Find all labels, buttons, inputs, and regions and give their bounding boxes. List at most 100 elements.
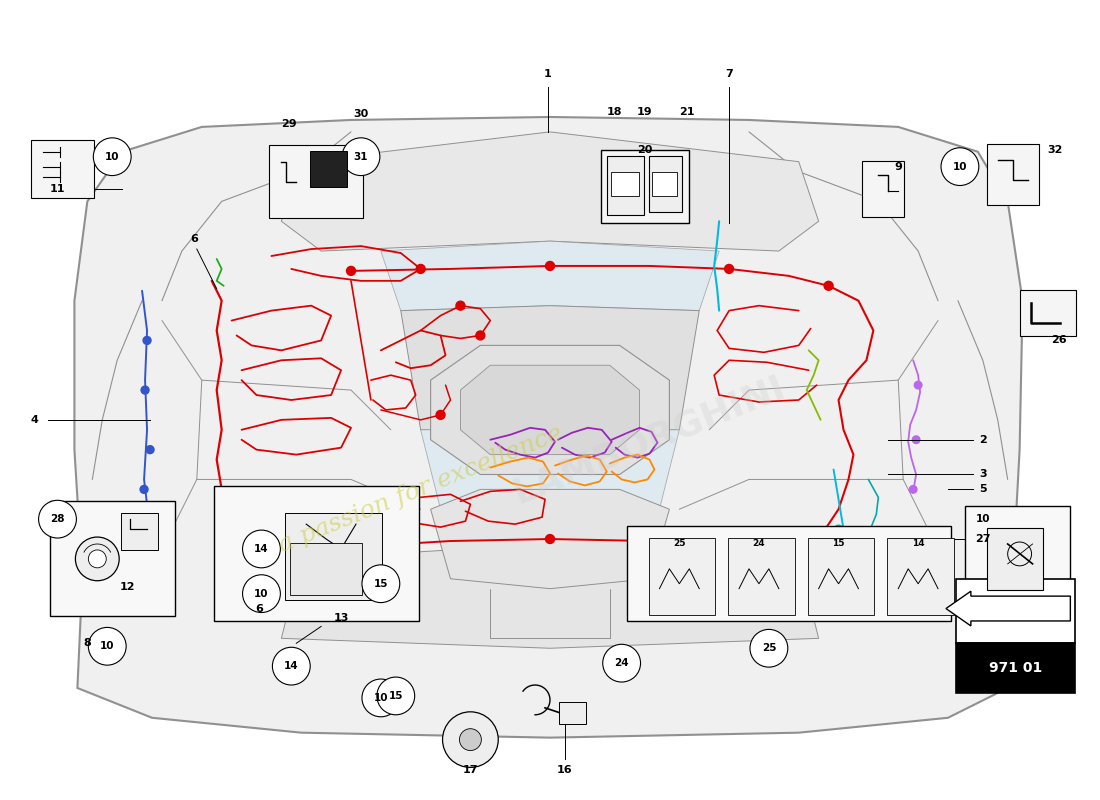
Circle shape: [88, 550, 107, 568]
Circle shape: [342, 138, 380, 175]
FancyBboxPatch shape: [862, 161, 904, 218]
Circle shape: [815, 574, 823, 582]
Text: 971 01: 971 01: [989, 661, 1043, 675]
Text: 24: 24: [614, 658, 629, 668]
Text: 14: 14: [912, 539, 924, 549]
Circle shape: [914, 382, 922, 389]
Text: 14: 14: [254, 544, 268, 554]
Circle shape: [774, 594, 783, 602]
Polygon shape: [420, 425, 680, 514]
Text: 4: 4: [31, 415, 38, 425]
Text: 26: 26: [1052, 335, 1067, 346]
Circle shape: [436, 410, 446, 419]
Text: 15: 15: [388, 691, 403, 701]
Text: 15: 15: [374, 578, 388, 589]
FancyBboxPatch shape: [807, 538, 874, 614]
FancyBboxPatch shape: [213, 486, 419, 622]
Text: 12: 12: [120, 582, 135, 592]
Circle shape: [476, 331, 485, 340]
Text: 3: 3: [979, 470, 987, 479]
Circle shape: [725, 265, 734, 274]
Text: 32: 32: [1047, 145, 1063, 154]
FancyBboxPatch shape: [652, 171, 678, 197]
Text: 27: 27: [975, 534, 991, 544]
Circle shape: [910, 486, 917, 493]
Text: 17: 17: [463, 766, 478, 775]
Text: 15: 15: [833, 539, 845, 549]
FancyBboxPatch shape: [270, 145, 363, 218]
Text: 10: 10: [100, 642, 114, 651]
Text: 10: 10: [976, 514, 990, 524]
FancyBboxPatch shape: [607, 156, 644, 215]
FancyBboxPatch shape: [310, 150, 346, 187]
FancyBboxPatch shape: [285, 514, 382, 600]
Circle shape: [243, 530, 280, 568]
Circle shape: [603, 644, 640, 682]
FancyBboxPatch shape: [728, 538, 795, 614]
Polygon shape: [381, 241, 719, 310]
Circle shape: [835, 525, 843, 533]
Polygon shape: [400, 306, 700, 434]
Circle shape: [546, 534, 554, 543]
Polygon shape: [282, 132, 818, 251]
Text: a passion for excellence: a passion for excellence: [275, 422, 566, 557]
Text: 25: 25: [761, 643, 777, 654]
Polygon shape: [75, 117, 1023, 738]
FancyBboxPatch shape: [1020, 290, 1076, 337]
Text: 11: 11: [50, 185, 65, 194]
Circle shape: [750, 630, 788, 667]
Polygon shape: [282, 544, 818, 648]
Text: 14: 14: [284, 661, 298, 671]
FancyBboxPatch shape: [559, 702, 586, 724]
Text: 6: 6: [190, 234, 198, 244]
Polygon shape: [430, 490, 670, 589]
Circle shape: [442, 712, 498, 767]
FancyBboxPatch shape: [987, 528, 1044, 590]
Text: 31: 31: [354, 152, 368, 162]
Text: 13: 13: [333, 614, 349, 623]
Circle shape: [460, 729, 482, 750]
Circle shape: [346, 266, 355, 275]
FancyArrow shape: [946, 591, 1070, 626]
Text: 6: 6: [255, 603, 263, 614]
Text: 16: 16: [557, 766, 573, 775]
Circle shape: [88, 627, 126, 665]
FancyBboxPatch shape: [290, 543, 362, 594]
Circle shape: [377, 677, 415, 714]
Circle shape: [940, 148, 979, 186]
Text: 1: 1: [544, 70, 552, 79]
Text: 21: 21: [680, 107, 695, 117]
Text: 10: 10: [953, 162, 967, 172]
Text: 8: 8: [84, 638, 91, 648]
Circle shape: [141, 386, 149, 394]
Circle shape: [76, 537, 119, 581]
FancyBboxPatch shape: [601, 150, 690, 223]
Text: 10: 10: [104, 152, 120, 162]
Circle shape: [456, 301, 465, 310]
Text: 10: 10: [374, 693, 388, 703]
Text: 7: 7: [725, 70, 733, 79]
Text: 18: 18: [607, 107, 623, 117]
FancyBboxPatch shape: [987, 144, 1038, 206]
Circle shape: [143, 337, 151, 344]
Polygon shape: [461, 366, 639, 454]
Circle shape: [146, 446, 154, 454]
FancyBboxPatch shape: [649, 156, 682, 212]
Circle shape: [140, 486, 148, 494]
Polygon shape: [430, 346, 670, 474]
FancyBboxPatch shape: [121, 514, 158, 550]
Text: LAMBORGHINI: LAMBORGHINI: [508, 370, 791, 510]
Text: 5: 5: [979, 484, 987, 494]
Text: 20: 20: [637, 145, 652, 154]
Circle shape: [912, 436, 920, 443]
Circle shape: [362, 565, 399, 602]
Text: 10: 10: [254, 589, 268, 598]
Text: 25: 25: [673, 539, 685, 549]
Text: 9: 9: [894, 162, 902, 172]
FancyBboxPatch shape: [627, 526, 952, 622]
Circle shape: [824, 282, 833, 290]
FancyBboxPatch shape: [610, 171, 639, 197]
Circle shape: [362, 679, 399, 717]
Circle shape: [277, 550, 286, 558]
Circle shape: [416, 265, 425, 274]
